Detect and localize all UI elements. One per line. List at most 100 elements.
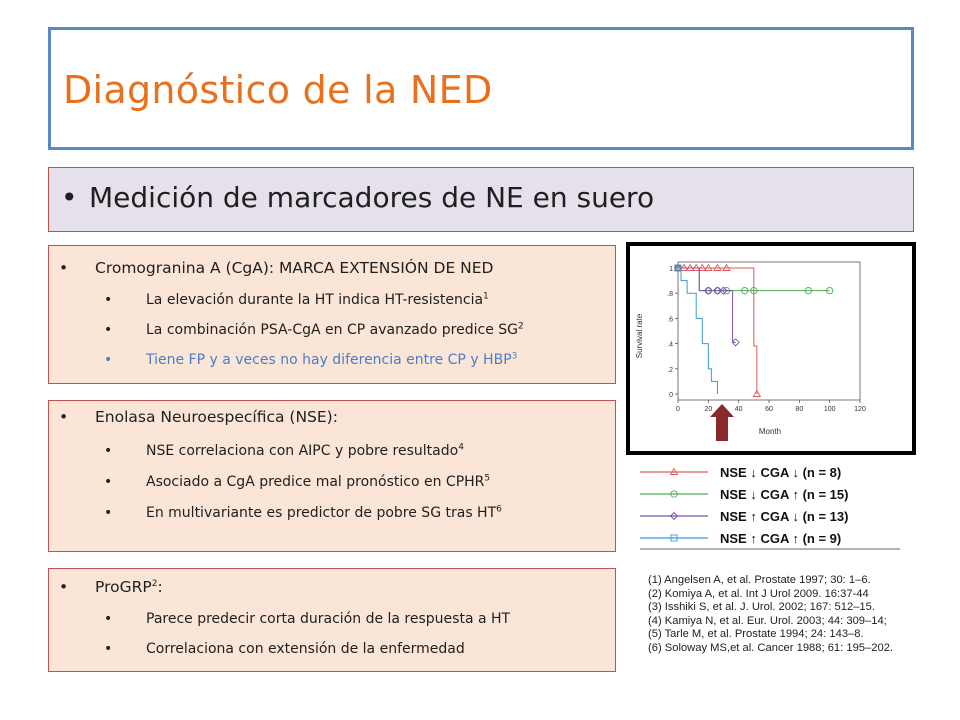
bullet-icon: • [104,641,113,657]
x-tick-label: 20 [704,406,712,413]
panel-progrp: • ProGRP2: • Parece predecir corta durac… [48,568,616,672]
x-tick-label: 40 [735,406,743,413]
bullet-icon: • [104,611,113,627]
data-point [752,389,762,397]
ref-sup: 1 [483,291,489,302]
data-point [741,287,749,295]
ref-sup: 2 [151,578,158,589]
ref-sup: 3 [511,351,518,362]
panel-main-item: • Cromogranina A (CgA): MARCA EXTENSIÓN … [59,259,493,277]
data-point [826,287,834,295]
y-tick-label: 0 [669,392,673,399]
legend-label: NSE ↓ CGA ↑ (n = 15) [720,487,848,502]
data-point [704,286,713,295]
subtitle-text: Medición de marcadores de NE en suero [89,181,655,214]
bullet-icon: • [104,322,113,338]
data-point [804,287,813,295]
reference-item: (4) Kamiya N, et al. Eur. Urol. 2003; 44… [648,614,887,627]
panel-nse: • Enolasa Neuroespecífica (NSE): • NSE c… [48,400,616,552]
x-axis-label: Month [759,427,781,436]
ref-sup: 4 [458,442,464,453]
panel-sub-item: • Tiene FP y a veces no hay diferencia e… [104,352,517,368]
bullet-icon: • [104,292,113,308]
references-list: (1) Angelsen A, et al. Prostate 1997; 30… [648,574,953,656]
panel-cga: • Cromogranina A (CgA): MARCA EXTENSIÓN … [48,245,616,384]
ref-sup: 5 [484,473,491,484]
panel-sub-text: En multivariante es predictor de pobre S… [146,505,497,521]
data-point [674,264,682,272]
bullet-icon: • [104,443,113,459]
x-tick-label: 0 [676,406,680,413]
bullet-icon: • [59,259,69,277]
y-tick-label: 1 [669,266,673,273]
bullet-icon: • [104,505,113,521]
legend-label: NSE ↓ CGA ↓ (n = 8) [720,465,841,480]
y-tick-label: .4 [667,342,673,349]
panel-main-suffix: : [157,578,163,596]
highlight-arrow-icon [710,404,734,441]
legend-marker [670,490,678,498]
bullet-icon: • [104,352,113,368]
x-tick-label: 80 [795,406,803,413]
ref-sup: 2 [518,321,524,332]
subtitle-bullet: • Medición de marcadores de NE en suero [61,181,654,214]
data-point [719,286,728,295]
data-point [704,263,713,271]
reference-item: (5) Tarle M, et al. Prostate 1994; 24: 1… [648,628,864,641]
panel-sub-text: Parece predecir corta duración de la res… [146,611,511,627]
panel-sub-text: La combinación PSA-CgA en CP avanzado pr… [146,322,519,338]
legend-label: NSE ↑ CGA ↓ (n = 13) [720,509,848,524]
data-point [713,286,722,295]
panel-sub-item: • En multivariante es predictor de pobre… [104,505,502,521]
panel-sub-text: Correlaciona con extensión de la enferme… [146,641,465,657]
bullet-icon: • [59,408,69,426]
reference-item: (3) Isshiki S, et al. J. Urol. 2002; 167… [648,601,875,614]
reference-item: (6) Soloway MS,et al. Cancer 1988; 61: 1… [648,641,894,654]
panel-sub-item: • La combinación PSA-CgA en CP avanzado … [104,322,524,338]
y-tick-label: .8 [667,291,673,298]
data-point [750,287,758,295]
data-point [697,263,707,271]
panel-main-item: • Enolasa Neuroespecífica (NSE): [59,408,338,426]
panel-sub-item: • Correlaciona con extensión de la enfer… [104,641,465,657]
y-tick-label: .6 [667,316,673,323]
reference-item: (2) Komiya A, et al. Int J Urol 2009. 16… [648,587,869,600]
bullet-icon: • [104,474,113,490]
panel-main-text: Enolasa Neuroespecífica (NSE): [95,408,338,426]
panel-sub-item: • Parece predecir corta duración de la r… [104,611,510,627]
panel-main-item: • ProGRP2: [59,578,163,596]
panel-sub-item: • La elevación durante la HT indica HT-r… [104,292,489,308]
series-line [678,267,718,394]
panel-sub-item: • Asociado a CgA predice mal pronóstico … [104,474,490,490]
data-point [713,263,722,271]
panel-main-text: ProGRP [95,578,152,596]
data-point [731,338,740,347]
panel-sub-text: Tiene FP y a veces no hay diferencia ent… [146,352,512,368]
slide-title: Diagnóstico de la NED [63,68,493,112]
y-tick-label: .2 [667,367,673,374]
panel-main-text: Cromogranina A (CgA): MARCA EXTENSIÓN DE… [95,259,494,277]
bullet-icon: • [61,181,78,214]
title-box: Diagnóstico de la NED [48,27,914,150]
panel-sub-text: NSE correlaciona con AIPC y pobre result… [146,443,459,459]
chart-legend: NSE ↓ CGA ↓ (n = 8) NSE ↓ CGA ↑ (n = 15) N… [640,465,900,550]
legend-marker [669,511,679,521]
bullet-icon: • [59,578,69,596]
x-tick-label: 100 [824,406,836,413]
panel-sub-text: Asociado a CgA predice mal pronóstico en… [146,474,485,490]
legend-marker [670,534,678,542]
x-tick-label: 60 [765,406,773,413]
legend-marker [669,467,679,475]
data-point [722,263,731,271]
ref-sup: 6 [496,504,502,515]
data-point [673,263,683,273]
panel-sub-text: La elevación durante la HT indica HT-res… [146,292,484,308]
x-tick-label: 120 [854,406,866,413]
subtitle-box: • Medición de marcadores de NE en suero [48,167,914,232]
y-axis-label: Survival rate [635,313,644,358]
panel-sub-item: • NSE correlaciona con AIPC y pobre resu… [104,443,464,459]
survival-chart-frame: 0.2.4.6.8 1 0 20 40 60 80 100 120 Survival rate … [626,242,916,455]
survival-chart: 0.2.4.6.810 20 40 60 80 100 120 Survival rate … [630,246,912,451]
series-line [678,267,736,343]
reference-item: (1) Angelsen A, et al. Prostate 1997; 30… [648,574,871,586]
